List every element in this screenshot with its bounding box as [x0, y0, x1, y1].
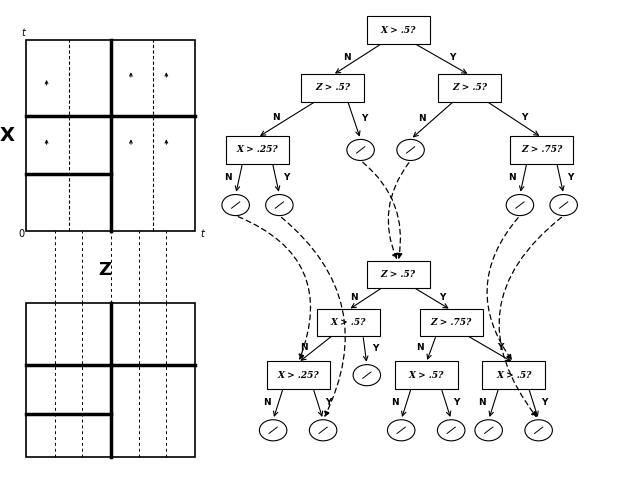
Text: Y: Y — [440, 293, 446, 302]
Text: X > .5?: X > .5? — [330, 318, 366, 327]
Text: X: X — [0, 126, 15, 145]
Bar — [26, 40, 195, 231]
Circle shape — [259, 420, 287, 441]
FancyArrowPatch shape — [499, 217, 561, 416]
Text: Y: Y — [372, 344, 379, 353]
Text: N: N — [351, 293, 358, 302]
Text: Y: Y — [362, 114, 368, 123]
Text: N: N — [224, 173, 232, 182]
FancyBboxPatch shape — [510, 136, 573, 164]
FancyBboxPatch shape — [438, 74, 502, 102]
Circle shape — [353, 365, 381, 386]
Text: X > .25?: X > .25? — [277, 371, 319, 380]
Circle shape — [525, 420, 552, 441]
Text: t: t — [200, 229, 204, 239]
Text: X > .5?: X > .5? — [496, 371, 531, 380]
Text: N: N — [301, 343, 308, 352]
Text: Y: Y — [284, 173, 290, 182]
Text: Z: Z — [98, 261, 111, 279]
Text: Y: Y — [449, 53, 455, 62]
Text: t: t — [21, 28, 25, 38]
Text: N: N — [391, 398, 399, 407]
Circle shape — [309, 420, 337, 441]
FancyBboxPatch shape — [267, 362, 330, 389]
Circle shape — [387, 420, 415, 441]
FancyBboxPatch shape — [482, 362, 545, 389]
Text: N: N — [416, 343, 424, 352]
Circle shape — [475, 420, 502, 441]
Text: Z > .75?: Z > .75? — [521, 146, 563, 154]
Text: N: N — [508, 173, 516, 182]
FancyBboxPatch shape — [367, 16, 429, 44]
Text: Y: Y — [497, 343, 504, 352]
FancyBboxPatch shape — [226, 136, 289, 164]
FancyArrowPatch shape — [238, 216, 310, 359]
Text: X > .5?: X > .5? — [380, 26, 416, 35]
Text: N: N — [343, 53, 350, 62]
Text: Y: Y — [454, 398, 460, 407]
FancyBboxPatch shape — [395, 362, 458, 389]
Text: N: N — [479, 398, 486, 407]
FancyBboxPatch shape — [420, 308, 483, 336]
Circle shape — [506, 195, 534, 215]
Text: N: N — [263, 398, 271, 407]
Text: Z > .5?: Z > .5? — [452, 83, 488, 92]
Text: X > .25?: X > .25? — [237, 146, 278, 154]
Text: Y: Y — [326, 398, 332, 407]
Bar — [26, 303, 195, 456]
Circle shape — [397, 139, 424, 161]
Text: Y: Y — [541, 398, 547, 407]
Text: Y: Y — [521, 113, 527, 122]
Text: N: N — [418, 114, 426, 123]
Text: Z > .5?: Z > .5? — [381, 270, 415, 279]
Circle shape — [437, 420, 465, 441]
Circle shape — [347, 139, 374, 161]
Text: N: N — [273, 113, 280, 122]
FancyBboxPatch shape — [301, 74, 364, 102]
Text: Z > .5?: Z > .5? — [315, 83, 350, 92]
FancyArrowPatch shape — [363, 162, 402, 258]
FancyArrowPatch shape — [282, 217, 345, 416]
Text: X > .5?: X > .5? — [408, 371, 444, 380]
Text: 0: 0 — [19, 229, 24, 239]
Circle shape — [266, 195, 293, 215]
Circle shape — [222, 195, 250, 215]
FancyArrowPatch shape — [388, 163, 409, 258]
Circle shape — [550, 195, 577, 215]
FancyBboxPatch shape — [317, 308, 380, 336]
Text: Z > .75?: Z > .75? — [431, 318, 472, 327]
Text: Y: Y — [568, 173, 574, 182]
FancyBboxPatch shape — [367, 261, 429, 288]
FancyArrowPatch shape — [487, 218, 518, 360]
